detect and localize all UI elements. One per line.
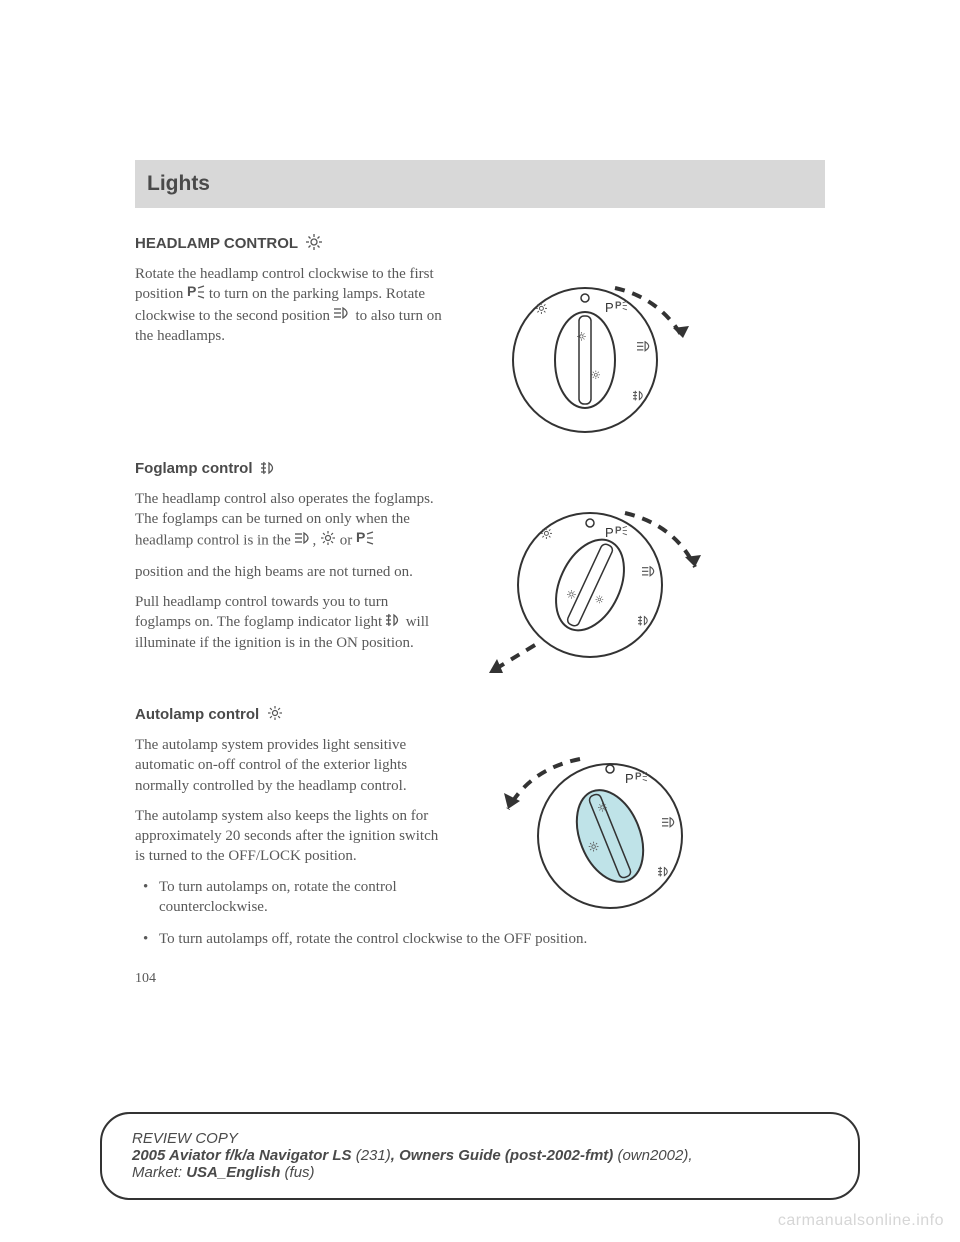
footer-box: REVIEW COPY 2005 Aviator f/k/a Navigator…	[100, 1112, 860, 1200]
fog-icon	[261, 461, 277, 479]
bullet-2: To turn autolamps off, rotate the contro…	[147, 929, 735, 949]
beam-icon	[295, 531, 313, 551]
section1-p1: Rotate the headlamp control clockwise to…	[135, 264, 445, 346]
section3-bullets-2: To turn autolamps off, rotate the contro…	[135, 929, 735, 949]
section-autolamp: Autolamp control The autolamp system pro…	[135, 705, 825, 949]
section-header: Lights	[135, 160, 825, 208]
footer-line3: Market: USA_English (fus)	[132, 1164, 828, 1181]
footer-line2: 2005 Aviator f/k/a Navigator LS (231), O…	[132, 1147, 828, 1164]
svg-text:P: P	[605, 525, 614, 540]
section3-p1: The autolamp system provides light sensi…	[135, 735, 445, 796]
section3-title: Autolamp control	[135, 705, 825, 725]
s2or: or	[340, 532, 353, 548]
page-content: Lights HEADLAMP CONTROL Rotate the headl…	[135, 160, 825, 987]
f3c: (fus)	[285, 1164, 315, 1181]
section2-p3: Pull headlamp control towards you to tur…	[135, 592, 445, 653]
f2a: 2005 Aviator f/k/a Navigator LS	[132, 1147, 352, 1164]
f2e: (own2002)	[617, 1147, 688, 1164]
sun-icon	[306, 234, 322, 254]
section2-title-text: Foglamp control	[135, 460, 253, 477]
auto-icon	[320, 530, 336, 552]
section-headlamp: HEADLAMP CONTROL Rotate the headlamp con…	[135, 234, 825, 440]
section1-title-text: HEADLAMP CONTROL	[135, 235, 298, 252]
dial-1: P	[475, 264, 725, 440]
section3-p2: The autolamp system also keeps the light…	[135, 806, 445, 867]
s2p1: The headlamp control also operates the f…	[135, 491, 434, 548]
park-icon	[356, 530, 374, 551]
beam-icon	[334, 306, 352, 326]
s2comma: ,	[313, 532, 317, 548]
svg-text:P: P	[605, 300, 614, 315]
fog-icon	[386, 613, 402, 633]
section3-title-text: Autolamp control	[135, 706, 259, 723]
bullet-1: To turn autolamps on, rotate the control…	[147, 877, 445, 918]
f3b: USA_English	[186, 1164, 280, 1181]
auto-icon	[267, 705, 283, 725]
watermark: carmanualsonline.info	[778, 1212, 944, 1230]
section2-p2: position and the high beams are not turn…	[135, 562, 445, 582]
section2-title: Foglamp control	[135, 460, 825, 479]
f2c: ,	[391, 1147, 399, 1164]
section1-title: HEADLAMP CONTROL	[135, 234, 825, 254]
footer-line1: REVIEW COPY	[132, 1130, 828, 1147]
section3-bullets: To turn autolamps on, rotate the control…	[135, 877, 445, 918]
page-number: 104	[135, 971, 825, 987]
park-icon	[187, 284, 205, 305]
f2b: (231)	[356, 1147, 391, 1164]
s2p3a: Pull headlamp control towards you to tur…	[135, 594, 388, 630]
f2d: Owners Guide (post-2002-fmt)	[399, 1147, 613, 1164]
section2-p1: The headlamp control also operates the f…	[135, 489, 445, 552]
svg-text:P: P	[625, 771, 634, 786]
dial-3: P	[475, 735, 725, 921]
f3a: Market:	[132, 1164, 182, 1181]
dial-2: P	[475, 489, 725, 685]
f2f: ,	[688, 1147, 692, 1164]
section-foglamp: Foglamp control The headlamp control als…	[135, 460, 825, 685]
header-title: Lights	[147, 172, 210, 196]
